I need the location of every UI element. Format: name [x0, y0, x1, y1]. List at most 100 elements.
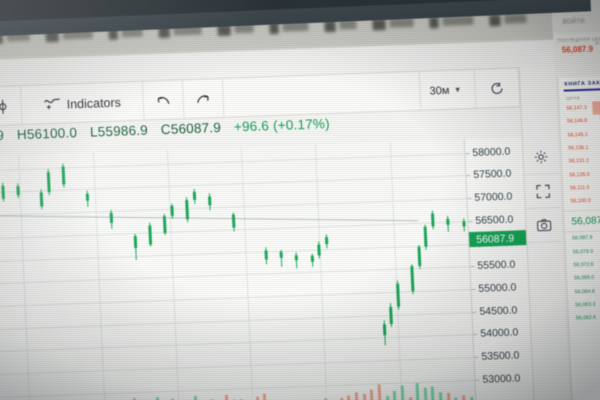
candle [141, 236, 144, 244]
candlestick-icon[interactable] [0, 86, 23, 127]
volume-bar [347, 395, 351, 400]
volume-bar [385, 395, 390, 400]
candle [303, 255, 306, 262]
last-price-label: ПОСЛЕДНЯЯ ЦЕНА [557, 36, 600, 43]
order-price: 56,111.0 [569, 184, 590, 192]
undo-arrow-icon[interactable] [142, 80, 185, 121]
candle [39, 189, 44, 209]
candle [240, 214, 243, 225]
trading-app: Indicators 30м ▾ О56986.9 [0, 36, 600, 400]
candle [287, 252, 290, 261]
col-header-price: ЦЕНА [565, 95, 581, 101]
candle [170, 203, 174, 219]
candle [374, 309, 378, 335]
candle [454, 219, 457, 227]
candle [395, 280, 400, 310]
volume-bar [194, 395, 199, 400]
candle [446, 216, 450, 232]
order-price: 56,126.0 [569, 171, 590, 179]
volume-bar [431, 386, 436, 400]
order-price: 56,100.0 [570, 197, 591, 205]
candle [54, 172, 58, 185]
candle [295, 252, 299, 269]
volume-bar [354, 392, 359, 400]
order-price: 56,064.8 [574, 288, 595, 295]
candle [61, 163, 66, 188]
candle [156, 225, 159, 234]
candle [69, 166, 73, 186]
candle [163, 213, 168, 236]
candle [333, 237, 336, 248]
fullscreen-icon[interactable] [524, 173, 561, 210]
candle [417, 244, 422, 270]
candle [256, 240, 260, 259]
candle [317, 241, 322, 259]
y-tick-label: 57000.0 [474, 190, 513, 204]
candle [389, 302, 394, 328]
ohlc-low: L55986.9 [89, 122, 149, 140]
volume-bar [400, 385, 405, 400]
volume-bar [263, 393, 267, 400]
y-tick-label: 56500.0 [475, 213, 514, 227]
candle [46, 168, 51, 196]
candle [248, 225, 252, 241]
candle [93, 193, 97, 209]
gear-icon[interactable] [522, 139, 560, 176]
y-tick-label: 53000.0 [482, 372, 521, 386]
y-tick-label: 53500.0 [481, 349, 520, 363]
y-tick-label: 57500.0 [473, 167, 512, 182]
redo-arrow-icon[interactable] [182, 78, 225, 120]
candle [24, 186, 27, 196]
timeframe-selector[interactable]: 30м ▾ [418, 69, 477, 111]
order-book-tab[interactable]: КНИГА ЗАКАЗОВ [564, 79, 600, 88]
candle [404, 283, 407, 292]
volume-bar [446, 393, 451, 400]
volume-bar [224, 394, 229, 400]
refresh-icon[interactable] [474, 68, 521, 109]
candle [133, 233, 138, 261]
indicators-button[interactable]: Indicators [20, 81, 145, 126]
order-price: 56,145.1 [567, 131, 588, 139]
candle [382, 320, 386, 345]
indicators-label: Indicators [66, 95, 122, 111]
candle [192, 188, 197, 205]
bid-rows: 56,087.90.15360.153656,079.00.10000.2536… [565, 229, 600, 326]
candle [279, 249, 283, 267]
volume-bar [415, 383, 420, 400]
candle [424, 224, 428, 250]
candle [16, 182, 20, 199]
spread-row: 56,087.9 ▲ [564, 206, 600, 234]
candle [32, 196, 35, 207]
candlestick-chart[interactable] [0, 139, 475, 400]
candle [349, 260, 353, 276]
order-book-row[interactable]: 56,147.31.21031.7514 [559, 98, 600, 117]
candle [310, 253, 314, 267]
ohlc-close: C56087.9 [160, 119, 222, 138]
volume-bar [377, 384, 382, 400]
order-price: 56,063.3 [575, 301, 596, 309]
candle [185, 197, 190, 222]
candle [357, 276, 361, 291]
y-tick-label: 54000.0 [480, 326, 519, 341]
candle [208, 193, 212, 211]
camera-icon[interactable] [525, 207, 563, 244]
ask-rows: 56,147.31.21031.751456,146.80.19500.7632… [559, 98, 600, 210]
candle [78, 186, 82, 201]
candle [272, 250, 275, 258]
timeframe-label: 30м [429, 84, 450, 97]
volume-bar [462, 395, 466, 400]
market-stats: ПОСЛЕДНЯЯ ЦЕНА 56,087.9 ИЗМЕНЕНИЯ ЗА 24Ч… [553, 30, 600, 76]
candle [216, 196, 220, 215]
candle [264, 247, 268, 265]
candle [410, 263, 415, 294]
order-price: 56,079.0 [572, 248, 594, 256]
candle [117, 213, 121, 230]
candle [9, 185, 12, 195]
order-book-tab-underline [563, 87, 600, 92]
ohlc-open: О56986.9 [0, 127, 5, 145]
current-price-tag: 56087.9 [468, 230, 528, 248]
login-link[interactable]: ВОЙТИ [562, 18, 586, 26]
candle [462, 218, 466, 232]
volume-bar [393, 390, 397, 400]
